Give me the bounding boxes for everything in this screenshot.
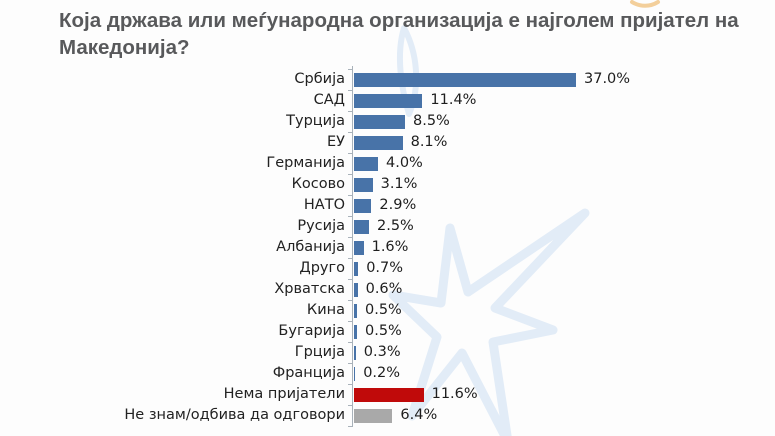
category-label: Друго: [299, 260, 345, 276]
value-label: 37.0%: [584, 71, 631, 87]
value-label: 0.6%: [365, 281, 403, 297]
bar-row: Албанија 1.6%: [0, 237, 775, 258]
bar: [354, 93, 423, 108]
value-label: 0.5%: [365, 302, 402, 318]
bar-row: Хрватска 0.6%: [0, 279, 775, 300]
bar: [354, 135, 403, 150]
bar-row: САД 11.4%: [0, 90, 775, 111]
category-label: Србија: [294, 71, 345, 87]
category-label: САД: [313, 92, 345, 108]
value-label: 11.4%: [430, 92, 477, 108]
category-label: Нема пријатели: [223, 386, 345, 402]
category-axis-ticks: [348, 69, 352, 428]
category-label: Не знам/одбива да одговори: [124, 407, 345, 423]
category-label: Турција: [286, 113, 345, 129]
category-label: Бугарија: [278, 323, 345, 339]
category-label: Хрватска: [274, 281, 345, 297]
value-label: 11.6%: [431, 386, 478, 402]
category-label: Кина: [306, 302, 345, 318]
value-label: 0.2%: [363, 365, 401, 381]
bar-row: ЕУ 8.1%: [0, 132, 775, 153]
value-label: 8.5%: [413, 113, 450, 129]
value-label: 1.6%: [371, 239, 409, 255]
category-label: ЕУ: [327, 134, 345, 150]
category-label: Грција: [294, 344, 345, 360]
value-label: 0.3%: [363, 344, 401, 360]
bar: [354, 177, 373, 192]
bar-row: Грција 0.3%: [0, 342, 775, 363]
bar: [354, 72, 576, 87]
bar: [354, 408, 393, 423]
bar-row: Косово 3.1%: [0, 174, 775, 195]
bar: [354, 240, 364, 255]
bar: [354, 261, 359, 276]
bar: [354, 345, 356, 360]
bar-chart-plot-area: Србија 37.0% САД 11.4% Турција 8.5% ЕУ 8.1% Герм…: [0, 69, 775, 426]
value-label: 4.0%: [386, 155, 423, 171]
bar: [354, 366, 356, 381]
bar: [354, 114, 405, 129]
bar: [354, 198, 372, 213]
bar-row: Франција 0.2%: [0, 363, 775, 384]
bar-row: Друго 0.7%: [0, 258, 775, 279]
bar-row: НАТО 2.9%: [0, 195, 775, 216]
category-label: Албанија: [276, 239, 345, 255]
bar: [354, 219, 369, 234]
bar-row: Русија 2.5%: [0, 216, 775, 237]
bar-row: Германија 4.0%: [0, 153, 775, 174]
bar: [354, 324, 357, 339]
value-label: 0.7%: [366, 260, 404, 276]
bar-row: Кина 0.5%: [0, 300, 775, 321]
bar: [354, 387, 424, 402]
bar-row: Србија 37.0%: [0, 69, 775, 90]
value-label: 3.1%: [380, 176, 418, 192]
watermark-orange-mark: [630, 0, 660, 8]
category-label: Косово: [291, 176, 345, 192]
bar: [354, 303, 357, 318]
category-axis-line: [352, 66, 353, 427]
value-label: 2.9%: [379, 197, 417, 213]
value-label: 2.5%: [377, 218, 414, 234]
category-label: НАТО: [303, 197, 345, 213]
bar: [354, 282, 358, 297]
value-label: 0.5%: [365, 323, 402, 339]
bar-row: Нема пријатели 11.6%: [0, 384, 775, 405]
bar: [354, 156, 378, 171]
value-label: 6.4%: [400, 407, 438, 423]
bar-row: Турција 8.5%: [0, 111, 775, 132]
category-label: Русија: [297, 218, 345, 234]
chart-title: Која држава или меѓународна организација…: [59, 9, 739, 60]
bar-row: Бугарија 0.5%: [0, 321, 775, 342]
category-label: Франција: [272, 365, 345, 381]
bar-row: Не знам/одбива да одговори 6.4%: [0, 405, 775, 426]
value-label: 8.1%: [410, 134, 448, 150]
category-label: Германија: [266, 155, 345, 171]
